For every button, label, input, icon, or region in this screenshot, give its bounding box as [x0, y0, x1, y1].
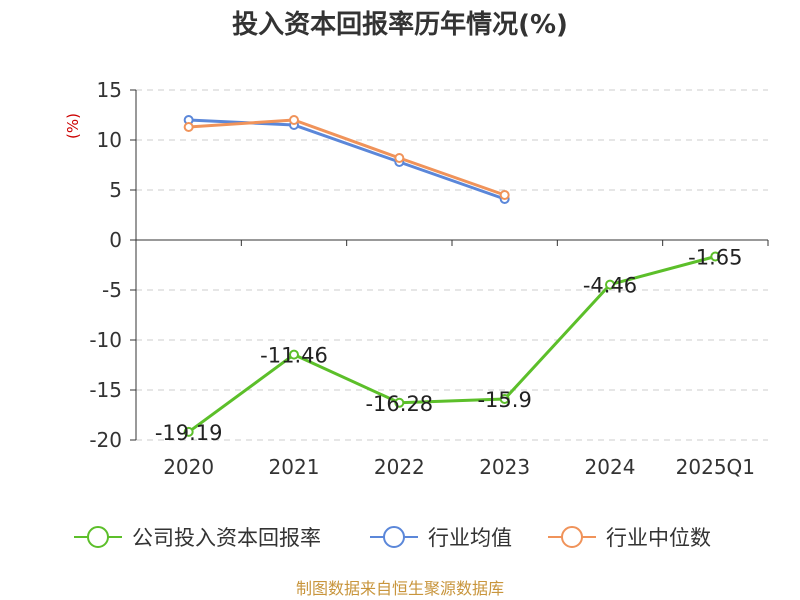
legend-label: 行业中位数	[606, 526, 711, 550]
x-tick-label: 2020	[163, 455, 214, 479]
legend-label: 行业均值	[428, 526, 512, 550]
data-label-layer: -19.19 -11.46 -16.28 -15.9 -4.46 -1.65	[155, 246, 743, 445]
series-line	[188, 118, 506, 201]
grid-layer	[136, 89, 768, 441]
data-point	[289, 115, 299, 125]
data-point	[394, 153, 405, 163]
data-point	[499, 190, 510, 200]
y-tick-label: 15	[97, 78, 122, 102]
data-point	[499, 394, 510, 404]
y-tick-label: -5	[102, 278, 122, 302]
data-label: -16.28	[365, 392, 433, 416]
data-label: -19.19	[155, 421, 223, 445]
x-tick-label: 2022	[374, 455, 425, 479]
series-layer	[183, 115, 721, 437]
legend-marker	[87, 526, 109, 548]
chart-title: 投入资本回报率历年情况(%)	[232, 9, 568, 40]
data-point	[183, 426, 194, 437]
x-tick-label: 2023	[479, 455, 530, 479]
y-tick-label: 5	[109, 178, 122, 202]
y-axis-label: (%)	[64, 113, 82, 139]
legend-marker	[383, 526, 405, 548]
y-tick-label: -20	[89, 428, 122, 452]
data-point	[394, 397, 405, 408]
legend-marker	[561, 526, 583, 548]
legend-label: 公司投入资本回报率	[132, 526, 321, 550]
x-tick-label: 2021	[269, 455, 320, 479]
axis-layer: 15 10 5 0 -5 -10 -15 -20 2020 2021 2022 2023 2024 202…	[89, 78, 769, 479]
x-tick-label: 2024	[585, 455, 636, 479]
y-tick-label: 0	[109, 228, 122, 252]
data-point	[605, 279, 615, 290]
series-line	[188, 118, 506, 197]
legend: 公司投入资本回报率 行业均值 行业中位数	[74, 526, 711, 550]
data-point	[289, 349, 299, 360]
data-label: -4.46	[583, 274, 637, 298]
y-tick-label: 10	[97, 128, 122, 152]
y-tick-label: -10	[89, 328, 122, 352]
x-tick-label: 2025Q1	[676, 455, 755, 479]
data-label: -11.46	[260, 344, 328, 368]
data-label: -15.9	[477, 388, 531, 412]
data-label: -1.65	[688, 246, 742, 270]
data-point	[710, 251, 721, 262]
series-line	[187, 255, 716, 434]
source-footer: 制图数据来自恒生聚源数据库	[296, 579, 504, 598]
data-point	[183, 122, 194, 132]
y-tick-label: -15	[89, 378, 122, 402]
